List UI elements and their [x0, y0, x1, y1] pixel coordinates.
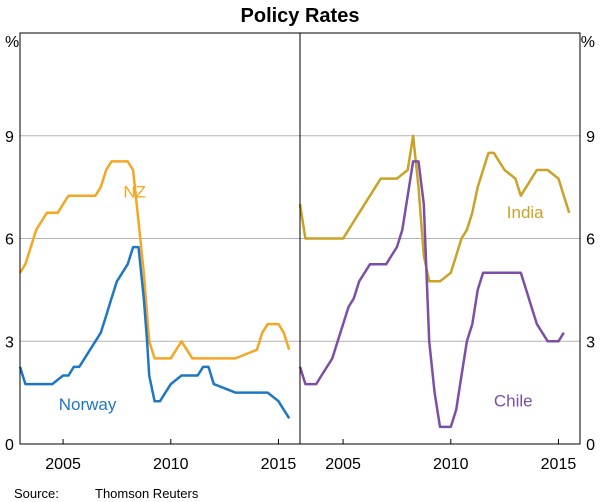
series-label-chile: Chile	[494, 391, 533, 410]
chart-title: Policy Rates	[241, 5, 360, 27]
series-line-norway	[18, 245, 291, 419]
y-tick-label-left-6: 6	[5, 232, 14, 249]
source-text: Thomson Reuters	[95, 486, 199, 501]
series-line-india	[298, 134, 571, 283]
y-tick-label-right-3: 3	[586, 334, 595, 351]
x-tick-label-1-2010: 2010	[433, 456, 469, 473]
series-label-nz: NZ	[123, 182, 146, 201]
x-tick-label-1-2005: 2005	[325, 456, 361, 473]
y-tick-label-left-9: 9	[5, 129, 14, 146]
right-panel: 0 3 6 9% 2005 2010 2015 India Chile	[298, 34, 595, 473]
x-tick-label-0-2015: 2015	[261, 456, 297, 473]
x-tick-label-0-2010: 2010	[153, 456, 189, 473]
y-tick-label-left-0: 0	[5, 437, 14, 454]
y-tick-label-right-6: 6	[586, 232, 595, 249]
series-line-chile	[298, 160, 565, 429]
y-unit-label-left: %	[5, 34, 19, 51]
x-tick-label-0-2005: 2005	[45, 456, 81, 473]
series-label-india: India	[507, 203, 544, 222]
series-label-norway: Norway	[59, 395, 117, 414]
series-line-nz	[18, 160, 291, 360]
y-tick-label-right-9: 9	[586, 129, 595, 146]
y-tick-label-left-3: 3	[5, 334, 14, 351]
source-label: Source:	[14, 486, 59, 501]
y-unit-label-right: %	[581, 34, 595, 51]
x-tick-label-1-2015: 2015	[541, 456, 577, 473]
y-tick-label-right-0: 0	[586, 437, 595, 454]
left-panel: 0 3 6 9% 2005 2010 2015 NZ Norway	[5, 34, 300, 473]
